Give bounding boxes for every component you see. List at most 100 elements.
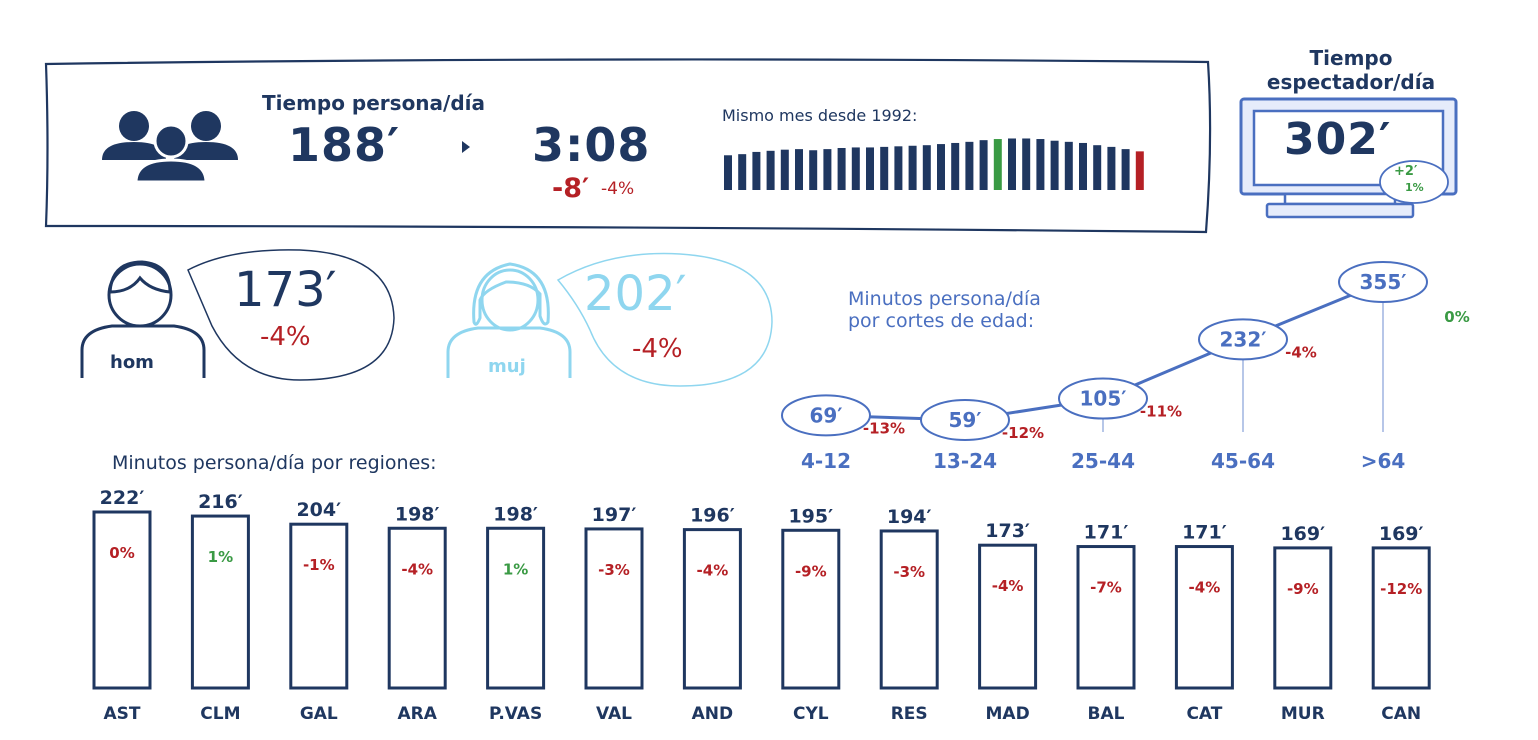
region-change-label: -9% <box>1287 580 1319 598</box>
history-label: Mismo mes desde 1992: <box>722 106 918 125</box>
region-bar <box>92 510 152 690</box>
region-value-label: 169′ <box>1379 523 1424 545</box>
history-bar <box>780 149 789 190</box>
age-category-label: 13-24 <box>933 449 997 473</box>
history-bar <box>795 149 803 190</box>
region-change-label: -4% <box>401 560 433 578</box>
region-change-label: -3% <box>893 563 925 581</box>
region-category-label: CYL <box>793 704 829 724</box>
women-speech-bubble <box>556 252 773 387</box>
region-category-label: VAL <box>596 704 632 724</box>
age-point <box>1338 261 1428 303</box>
region-value-label: 197′ <box>592 504 637 526</box>
history-bar <box>894 146 903 190</box>
men-value: 173′ <box>234 262 337 318</box>
age-value-label: 355′ <box>1359 270 1406 294</box>
header-frame <box>44 58 1212 234</box>
region-category-label: CAT <box>1186 704 1222 724</box>
history-bar <box>908 145 917 190</box>
region-value-label: 171′ <box>1182 522 1227 544</box>
age-change-label: 0% <box>1444 308 1469 326</box>
region-change-label: 1% <box>503 560 528 578</box>
age-line-chart: 69′ 4-12 -13% 59′ 13-24 -12% 105′ 25-44 -11% 232′… <box>781 261 1470 473</box>
age-value-label: 232′ <box>1219 327 1266 351</box>
history-bar <box>1107 146 1116 190</box>
age-category-label: 45-64 <box>1211 449 1275 473</box>
history-bar <box>766 150 775 190</box>
history-bar <box>922 145 931 190</box>
age-point <box>1198 318 1288 361</box>
history-bar <box>1079 142 1087 190</box>
history-bar <box>851 147 860 190</box>
region-bar <box>978 543 1038 690</box>
history-bar <box>1093 145 1102 190</box>
region-value-label: 171′ <box>1084 522 1129 544</box>
history-bar <box>823 149 832 190</box>
region-change-label: 0% <box>109 544 134 562</box>
region-bar <box>879 529 939 690</box>
people-group-icon <box>102 111 238 184</box>
region-category-label: ARA <box>397 704 437 724</box>
change-percent: -4% <box>601 179 635 199</box>
men-change: -4% <box>260 322 311 352</box>
woman-icon <box>446 262 572 378</box>
previous-value: 188′ <box>288 118 401 172</box>
history-bar <box>1135 151 1144 190</box>
region-value-label: 195′ <box>788 505 833 527</box>
history-bar <box>1050 140 1059 190</box>
region-chart-title: Minutos persona/día por regiones: <box>112 452 437 474</box>
age-value-label: 69′ <box>809 403 842 427</box>
history-bar <box>866 147 874 190</box>
history-bar <box>965 141 974 190</box>
header-title: Tiempo persona/día <box>262 91 486 115</box>
man-icon <box>80 260 206 378</box>
region-bar <box>289 522 349 690</box>
region-bar <box>486 526 546 690</box>
age-point <box>920 399 1010 441</box>
age-category-label: >64 <box>1361 449 1406 473</box>
arrow-right-icon <box>462 141 470 153</box>
region-change-label: -4% <box>1189 579 1221 597</box>
spectator-value: 302′ <box>1284 114 1392 165</box>
age-point <box>781 394 871 437</box>
region-change-label: -9% <box>795 562 827 580</box>
age-category-label: 25-44 <box>1071 449 1135 473</box>
region-change-label: 1% <box>208 548 233 566</box>
history-bar <box>951 142 960 190</box>
history-bar <box>1121 149 1130 190</box>
region-category-label: GAL <box>300 704 338 724</box>
region-bar <box>682 528 742 690</box>
women-label: muj <box>488 356 526 377</box>
region-value-label: 222′ <box>100 487 145 509</box>
age-value-label: 59′ <box>948 408 981 432</box>
history-bar <box>979 140 988 190</box>
region-change-label: -4% <box>992 577 1024 595</box>
age-value-label: 105′ <box>1079 387 1126 411</box>
region-category-label: CLM <box>200 704 240 724</box>
region-category-label: AST <box>104 704 141 724</box>
history-bar-chart <box>724 138 1144 190</box>
age-change-label: -13% <box>863 419 905 437</box>
region-bar-chart: 222′ 0% AST 216′ 1% CLM 204′ -1% GAL 198′ -4% ARA 19… <box>92 487 1431 724</box>
region-change-label: -7% <box>1090 579 1122 597</box>
region-bar <box>584 527 644 690</box>
change-minutes: -8′ <box>552 173 590 204</box>
region-value-label: 194′ <box>887 506 932 528</box>
region-value-label: 198′ <box>493 503 538 525</box>
region-change-label: -12% <box>1380 580 1422 598</box>
region-bar <box>1371 546 1431 690</box>
age-chart-title: Minutos persona/día por cortes de edad: <box>848 288 1041 332</box>
region-category-label: CAN <box>1381 704 1421 724</box>
age-category-label: 4-12 <box>801 449 851 473</box>
age-change-label: -12% <box>1002 424 1044 442</box>
region-bar <box>387 526 447 690</box>
spectator-change-min: +2′ <box>1394 164 1418 179</box>
region-bar <box>1174 545 1234 690</box>
age-change-label: -4% <box>1285 343 1317 361</box>
history-bar <box>937 144 945 190</box>
current-value: 3:08 <box>532 118 651 172</box>
region-value-label: 169′ <box>1280 523 1325 545</box>
region-bar <box>1076 545 1136 690</box>
age-change-label: -11% <box>1140 403 1182 421</box>
